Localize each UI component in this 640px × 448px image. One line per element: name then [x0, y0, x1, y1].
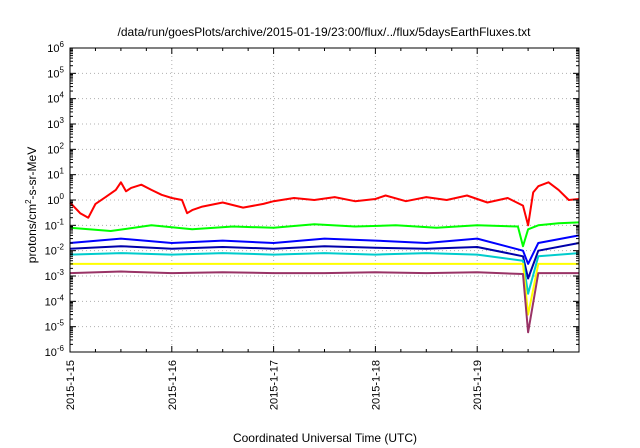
- series-line-7: [69, 270, 579, 334]
- y-tick-label: 105: [47, 65, 64, 80]
- x-tick-label: 2015-1-16: [167, 360, 179, 410]
- series-line-5: [69, 252, 580, 295]
- chart-title: /data/run/goesPlots/archive/2015-01-19/2…: [118, 25, 532, 39]
- series-line-4: [69, 242, 580, 280]
- x-tick-label: 2015-1-17: [269, 360, 281, 410]
- x-tick-label: 2015-1-19: [472, 360, 484, 410]
- series-line-2: [69, 221, 580, 248]
- y-tick-label: 102: [47, 141, 64, 156]
- x-tick-label: 2015-1-15: [65, 360, 77, 410]
- y-axis-label: protons/cm2-s-sr-MeV: [24, 147, 39, 263]
- x-tick-label: 2015-1-18: [370, 360, 382, 410]
- axes: 106 105 104 103 102 101 100 10-1 10-2 10-3 10-4 10-…: [45, 40, 580, 410]
- series-line-1: [69, 181, 580, 227]
- y-tick-label: 10-4: [45, 293, 65, 308]
- y-tick-label: 10-3: [45, 268, 65, 283]
- y-tick-label: 100: [47, 192, 64, 207]
- x-axis-label: Coordinated Universal Time (UTC): [233, 431, 417, 445]
- y-tick-label: 10-6: [45, 344, 65, 359]
- y-tick-label: 10-1: [45, 217, 65, 232]
- y-tick-label: 106: [47, 40, 64, 55]
- series-line-6: [70, 262, 579, 316]
- y-tick-label: 103: [47, 116, 64, 131]
- series-line-3: [69, 234, 580, 265]
- series-group: [69, 181, 580, 334]
- y-tick-label: 101: [47, 167, 64, 182]
- y-tick-label: 10-2: [45, 243, 65, 258]
- y-tick-label: 10-5: [45, 319, 65, 334]
- y-tick-label: 104: [47, 91, 64, 106]
